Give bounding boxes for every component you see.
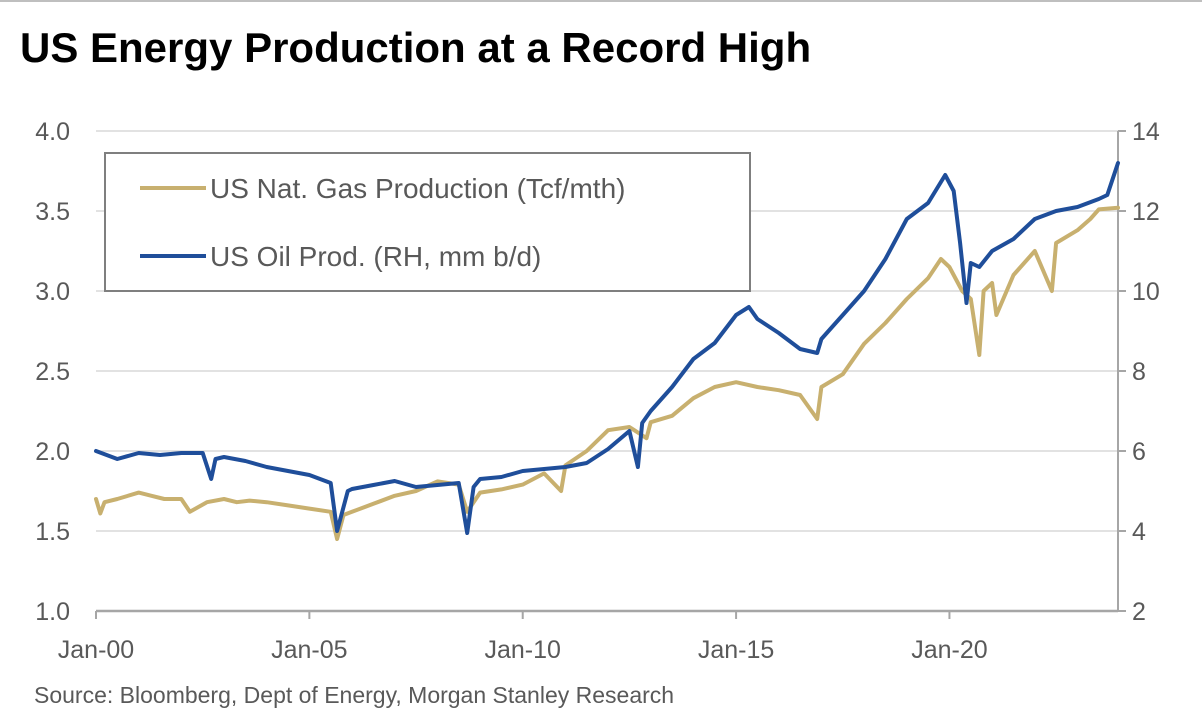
left-tick-label: 2.0 — [35, 438, 70, 466]
gas-series-line — [94, 205, 1120, 541]
legend-label-oil: US Oil Prod. (RH, mm b/d) — [210, 241, 541, 272]
left-tick-label: 2.5 — [35, 358, 70, 386]
right-tick-label: 4 — [1132, 518, 1146, 546]
right-tick-label: 10 — [1132, 278, 1160, 306]
left-tick-label: 3.5 — [35, 198, 70, 226]
left-tick-label: 1.0 — [35, 598, 70, 626]
x-tick-label: Jan-10 — [484, 636, 560, 664]
legend-label-gas: US Nat. Gas Production (Tcf/mth) — [210, 173, 625, 204]
source-note: Source: Bloomberg, Dept of Energy, Morga… — [34, 682, 675, 708]
legend: US Nat. Gas Production (Tcf/mth) US Oil … — [104, 152, 751, 292]
top-divider — [0, 0, 1202, 2]
x-tick-label: Jan-20 — [911, 636, 987, 664]
right-tick-label: 2 — [1132, 598, 1146, 626]
x-tick-label: Jan-00 — [58, 636, 134, 664]
legend-box — [104, 152, 751, 292]
left-axis-ticks: 1.0 1.5 2.0 2.5 3.0 3.5 4.0 — [35, 118, 70, 626]
x-tick-label: Jan-15 — [698, 636, 774, 664]
left-tick-label: 3.0 — [35, 278, 70, 306]
x-axis-ticks: Jan-00 Jan-05 Jan-10 Jan-15 Jan-20 — [58, 611, 988, 664]
right-axis-ticks: 2 4 6 8 10 12 14 — [1118, 118, 1160, 626]
left-tick-label: 4.0 — [35, 118, 70, 146]
series-lines — [94, 161, 1120, 541]
left-tick-label: 1.5 — [35, 518, 70, 546]
right-tick-label: 12 — [1132, 198, 1160, 226]
x-tick-label: Jan-05 — [271, 636, 347, 664]
chart-title: US Energy Production at a Record High — [20, 24, 812, 71]
right-tick-label: 8 — [1132, 358, 1146, 386]
right-tick-label: 6 — [1132, 438, 1146, 466]
oil-series-line — [94, 161, 1120, 535]
right-tick-label: 14 — [1132, 118, 1160, 146]
